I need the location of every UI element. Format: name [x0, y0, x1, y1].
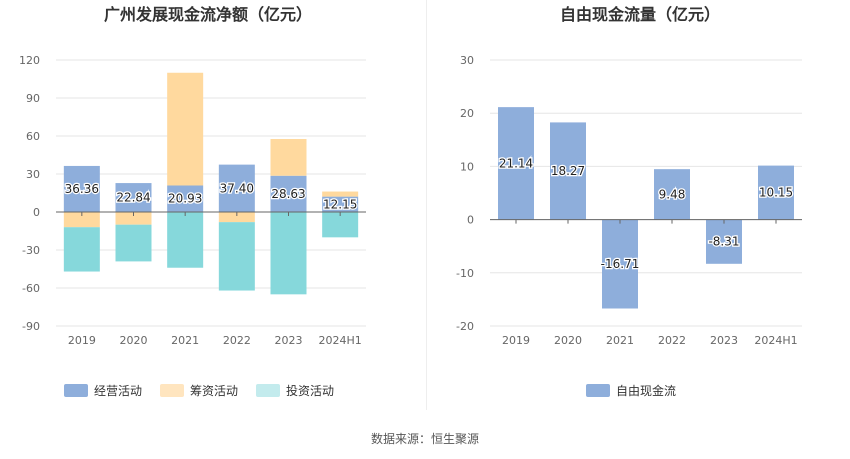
bar-经营活动: [167, 185, 204, 212]
bar-投资活动: [167, 212, 204, 268]
legend-item-自由现金流: 自由现金流: [586, 383, 676, 398]
panel-divider: [426, 0, 427, 410]
y-tick-label: -60: [22, 282, 40, 295]
bar-自由现金流: [706, 219, 742, 264]
net-cash-flow-chart: 广州发展现金流净额（亿元） -90 -60 -30 0 30 60 90 120 2019 2020…: [19, 5, 366, 398]
data-source-note: 数据来源：恒生聚源: [370, 432, 479, 446]
bar-自由现金流: [550, 122, 586, 220]
bar-经营活动: [63, 165, 100, 212]
bar-投资活动: [270, 212, 307, 295]
bar-筹资活动: [270, 139, 307, 176]
free-cash-flow-chart: 自由现金流量（亿元） -20 -10 0 10 20 30 2019 2020 2021 2022 2…: [456, 5, 802, 398]
x-tick-label: 2023: [710, 334, 738, 347]
x-tick-label: 2022: [658, 334, 686, 347]
data-label: -16.71: [601, 257, 640, 271]
legend-label: 投资活动: [286, 383, 334, 398]
data-label: 36.36: [65, 182, 99, 196]
y-tick-label: 60: [26, 130, 40, 143]
x-tick-label: 2024H1: [319, 334, 362, 347]
x-tick-label: 2019: [68, 334, 96, 347]
bar-投资活动: [218, 222, 255, 291]
x-tick-label: 2023: [275, 334, 303, 347]
bar-筹资活动: [167, 72, 204, 186]
y-tick-label: -10: [456, 267, 474, 280]
y-tick-label: 30: [460, 54, 474, 67]
legend-item-经营活动: 经营活动: [64, 384, 142, 398]
x-tick-label: 2020: [120, 334, 148, 347]
x-tick-label: 2021: [606, 334, 634, 347]
bar-经营活动: [115, 183, 152, 212]
data-label: -8.31: [708, 235, 739, 249]
y-tick-label: 0: [33, 206, 40, 219]
y-tick-label: 0: [467, 214, 474, 227]
bar-筹资活动: [322, 191, 359, 197]
legend-item-投资活动: 投资活动: [256, 383, 334, 398]
y-tick-label: 120: [19, 54, 40, 67]
x-tick-label: 2021: [171, 334, 199, 347]
x-tick-label: 2022: [223, 334, 251, 347]
chart-title: 广州发展现金流净额（亿元）: [104, 5, 312, 24]
x-tick-label: 2024H1: [754, 334, 797, 347]
legend-label: 筹资活动: [190, 384, 238, 398]
bar-自由现金流: [602, 219, 638, 309]
y-tick-label: 30: [26, 168, 40, 181]
legend-label: 经营活动: [94, 384, 142, 398]
bar-筹资活动: [218, 212, 255, 223]
bar-经营活动: [322, 196, 359, 212]
bar-筹资活动: [63, 212, 100, 228]
data-label: 12.15: [323, 197, 357, 211]
bar-自由现金流: [758, 165, 794, 220]
data-label: 9.48: [659, 187, 686, 201]
legend-swatch: [256, 384, 280, 397]
bar-投资活动: [63, 227, 100, 272]
data-label: 37.40: [220, 181, 254, 195]
legend-swatch: [586, 384, 610, 397]
legend-swatch: [160, 384, 184, 397]
bar-投资活动: [322, 212, 359, 238]
bar-自由现金流: [498, 107, 534, 220]
data-label: 10.15: [759, 186, 793, 200]
y-tick-label: 20: [460, 107, 474, 120]
chart-title: 自由现金流量（亿元）: [560, 5, 720, 24]
y-tick-label: -30: [22, 244, 40, 257]
bar-筹资活动: [115, 212, 152, 225]
x-tick-label: 2019: [502, 334, 530, 347]
y-tick-label: -20: [456, 320, 474, 333]
data-label: 18.27: [551, 164, 585, 178]
bar-经营活动: [270, 175, 307, 212]
bar-投资活动: [115, 224, 152, 262]
data-label: 22.84: [116, 191, 150, 205]
y-tick-label: 90: [26, 92, 40, 105]
legend-label: 自由现金流: [616, 383, 676, 398]
data-label: 28.63: [271, 187, 305, 201]
y-tick-label: 10: [460, 160, 474, 173]
bar-自由现金流: [654, 169, 690, 220]
y-tick-label: -90: [22, 320, 40, 333]
bar-经营活动: [218, 164, 255, 212]
x-tick-label: 2020: [554, 334, 582, 347]
data-label: 21.14: [499, 156, 533, 170]
legend-swatch: [64, 384, 88, 397]
data-label: 20.93: [168, 192, 202, 206]
legend-item-筹资活动: 筹资活动: [160, 384, 238, 398]
